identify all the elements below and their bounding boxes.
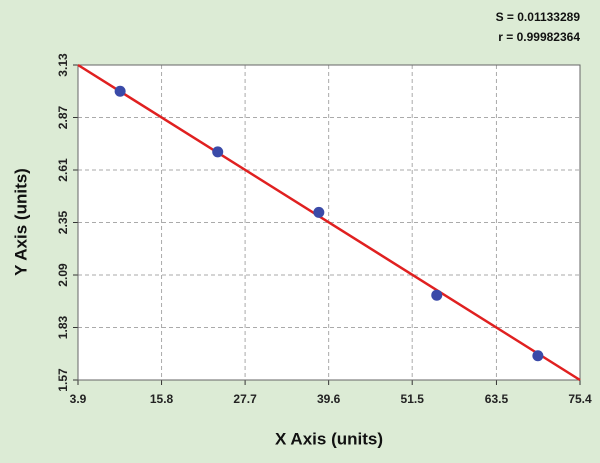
- x-tick-label: 51.5: [401, 392, 425, 406]
- point: [532, 350, 544, 362]
- x-tick-label: 15.8: [150, 392, 174, 406]
- point: [431, 289, 443, 301]
- y-tick-label: 1.83: [56, 315, 70, 339]
- y-tick-label: 1.57: [56, 368, 70, 392]
- y-tick-label: 2.35: [56, 210, 70, 234]
- point: [114, 85, 126, 97]
- point: [212, 146, 224, 158]
- point: [313, 206, 325, 218]
- y-tick-label: 2.61: [56, 158, 70, 182]
- x-tick-label: 75.4: [568, 392, 592, 406]
- annotation: r = 0.99982364: [498, 30, 580, 44]
- x-axis-title: X Axis (units): [275, 429, 383, 448]
- x-tick-label: 27.7: [233, 392, 257, 406]
- annotation: S = 0.01133289: [496, 10, 581, 24]
- x-tick-label: 39.6: [317, 392, 341, 406]
- x-tick-label: 3.9: [70, 392, 87, 406]
- fit-line: [77, 63, 581, 382]
- y-tick-label: 2.87: [56, 105, 70, 129]
- y-axis-title: Y Axis (units): [11, 168, 30, 276]
- y-tick-label: 2.09: [56, 263, 70, 287]
- plot-border: [77, 64, 581, 381]
- y-tick-label: 3.13: [56, 53, 70, 77]
- x-tick-label: 63.5: [485, 392, 509, 406]
